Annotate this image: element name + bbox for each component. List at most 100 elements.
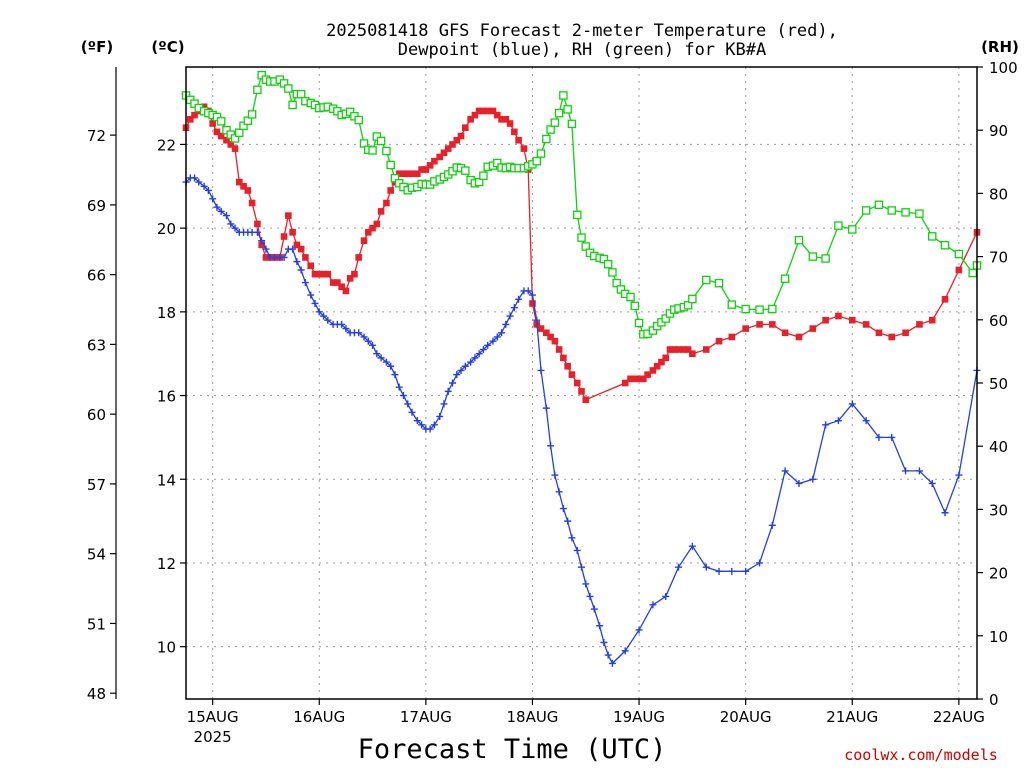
temperature-point — [191, 111, 198, 119]
dewpoint-point — [578, 563, 585, 571]
temperature-point — [862, 321, 870, 328]
dewpoint-point — [547, 442, 555, 450]
temperature-point — [262, 254, 270, 261]
dewpoint-point — [320, 312, 328, 320]
dewpoint-point — [223, 212, 231, 220]
dewpoint-point — [915, 467, 923, 475]
temperature-point — [715, 337, 723, 345]
temperature-point — [342, 287, 350, 295]
credit-text: coolwx.com/models — [844, 746, 998, 764]
rh-point — [915, 209, 924, 218]
dewpoint-point — [311, 299, 319, 307]
dewpoint-point — [596, 622, 604, 630]
temperature-point — [547, 333, 554, 341]
y-tick-label-rh: 70 — [989, 249, 1008, 267]
temperature-point — [254, 220, 261, 228]
dewpoint-point — [537, 366, 545, 374]
rh-point — [968, 268, 977, 278]
dewpoint-point — [604, 651, 612, 659]
dewpoint-point — [436, 412, 444, 420]
temperature-point — [627, 375, 634, 383]
temperature-point — [346, 275, 354, 282]
dewpoint-point — [564, 517, 572, 525]
rh-point — [212, 112, 222, 122]
temperature-point — [506, 120, 514, 127]
dewpoint-point — [467, 358, 475, 366]
dewpoint-point — [204, 186, 212, 194]
dewpoint-point — [293, 258, 301, 266]
temperature-point — [675, 346, 682, 353]
y-tick-label-fahrenheit: 69 — [87, 197, 106, 215]
temperature-point — [383, 199, 390, 207]
temperature-point — [223, 136, 230, 144]
rh-point — [382, 146, 391, 156]
temperature-point — [467, 116, 474, 123]
dewpoint-point — [342, 325, 350, 333]
rh-point — [479, 171, 488, 180]
x-tick-label: 15AUG — [187, 708, 239, 726]
rh-point — [599, 254, 609, 264]
dewpoint-point — [795, 479, 803, 487]
y-tick-label-celsius: 22 — [157, 136, 176, 154]
temperature-point — [355, 254, 362, 261]
temperature-point — [289, 229, 296, 236]
dewpoint-point — [528, 291, 536, 299]
rh-point — [554, 108, 564, 118]
dewpoint-point — [573, 546, 581, 554]
temperature-point — [217, 132, 225, 140]
temperature-point — [404, 170, 412, 178]
temperature-point — [426, 162, 434, 169]
dewpoint-point — [506, 312, 514, 320]
y-tick-label-fahrenheit: 51 — [87, 615, 106, 633]
dewpoint-point — [555, 488, 563, 496]
dewpoint-point — [675, 563, 683, 571]
dewpoint-point — [453, 371, 461, 379]
dewpoint-point — [888, 433, 896, 441]
rh-point — [901, 208, 910, 217]
dewpoint-point — [430, 421, 438, 429]
rh-point — [222, 125, 231, 135]
rh-point — [216, 117, 226, 126]
temperature-point — [781, 329, 789, 337]
unit-label-celsius: (ºC) — [151, 38, 184, 56]
temperature-point — [582, 396, 590, 404]
rh-point — [243, 116, 253, 125]
dewpoint-point — [955, 471, 963, 479]
dewpoint-point — [280, 253, 288, 261]
y-tick-label-rh: 50 — [989, 375, 1008, 393]
rh-point — [954, 249, 964, 259]
rh-point — [354, 115, 363, 125]
dewpoint-point — [493, 333, 501, 341]
rh-point — [616, 285, 626, 294]
temperature-point — [684, 346, 692, 353]
dewpoint-point — [479, 346, 487, 354]
dewpoint-point — [768, 521, 776, 529]
rh-point — [661, 314, 670, 323]
dewpoint-point — [262, 245, 270, 253]
y-tick-label-fahrenheit: 66 — [87, 267, 106, 285]
temperature-point — [769, 321, 776, 328]
dewpoint-point — [542, 404, 550, 412]
dewpoint-point — [862, 417, 870, 425]
dewpoint-point — [559, 505, 567, 513]
dewpoint-point — [475, 350, 483, 358]
rh-point — [780, 274, 790, 283]
rh-point — [630, 301, 640, 311]
rh-point — [714, 278, 724, 288]
temperature-point — [662, 354, 670, 362]
rh-point — [359, 139, 369, 148]
temperature-point — [373, 220, 381, 228]
rh-point — [834, 221, 843, 230]
temperature-point — [200, 103, 208, 111]
temperature-point — [560, 354, 567, 362]
temperature-point — [941, 295, 949, 303]
rh-point — [688, 294, 697, 304]
temperature-point — [338, 283, 345, 291]
y-tick-label-rh: 40 — [989, 438, 1008, 456]
temperature-point — [511, 128, 518, 136]
temperature-point — [635, 375, 643, 383]
temperature-point — [462, 124, 469, 131]
dewpoint-point — [217, 207, 225, 215]
dewpoint-point — [941, 509, 949, 517]
dewpoint-point — [524, 287, 532, 295]
